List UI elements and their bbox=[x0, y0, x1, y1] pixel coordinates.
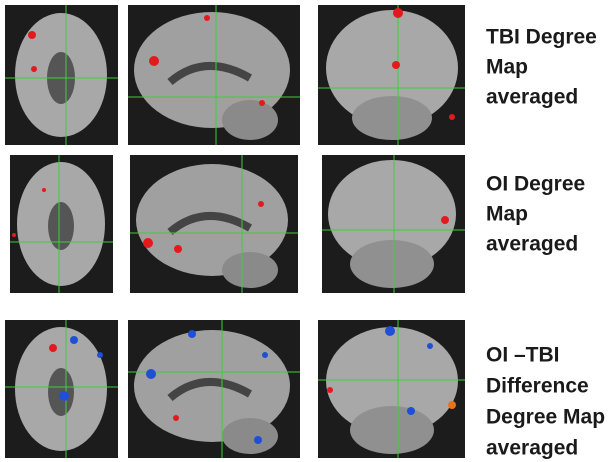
row-label: averaged bbox=[486, 86, 578, 109]
spot bbox=[42, 188, 46, 192]
sagittal-scan bbox=[130, 155, 298, 293]
spot bbox=[262, 352, 268, 358]
cerebellum bbox=[352, 96, 432, 140]
axial-scan bbox=[5, 320, 118, 458]
row-label: Map bbox=[486, 203, 528, 226]
axial-scan bbox=[10, 155, 113, 293]
spot bbox=[70, 336, 78, 344]
spot bbox=[174, 245, 182, 253]
row-label: TBI Degree bbox=[486, 26, 597, 49]
row-label: Map bbox=[486, 56, 528, 79]
axial-scan bbox=[5, 5, 118, 145]
row-label: Degree Map bbox=[486, 406, 605, 429]
spot bbox=[204, 15, 210, 21]
cerebellum bbox=[350, 406, 434, 454]
spot bbox=[327, 387, 333, 393]
sagittal-scan bbox=[128, 5, 300, 145]
spot bbox=[173, 415, 179, 421]
spot bbox=[49, 344, 57, 352]
row-label: averaged bbox=[486, 233, 578, 256]
figure: TBI Degree Map averaged OI Degree Map av… bbox=[0, 0, 616, 462]
spot bbox=[28, 31, 36, 39]
row-label: OI –TBI bbox=[486, 344, 560, 367]
row-label: OI Degree bbox=[486, 173, 585, 196]
spot bbox=[407, 407, 415, 415]
spot bbox=[188, 330, 196, 338]
cerebellum bbox=[222, 100, 278, 140]
cerebellum bbox=[350, 240, 434, 288]
spot bbox=[393, 8, 403, 18]
spot bbox=[149, 56, 159, 66]
spot bbox=[143, 238, 153, 248]
cerebellum bbox=[222, 252, 278, 288]
spot bbox=[146, 369, 156, 379]
spot bbox=[31, 66, 37, 72]
spot bbox=[254, 436, 262, 444]
spot bbox=[259, 100, 265, 106]
spot bbox=[385, 326, 395, 336]
spot bbox=[448, 401, 456, 409]
spot bbox=[258, 201, 264, 207]
spot bbox=[97, 352, 103, 358]
sagittal-scan bbox=[128, 320, 300, 458]
spot bbox=[392, 61, 400, 69]
coronal-scan bbox=[322, 155, 465, 293]
spot bbox=[449, 114, 455, 120]
coronal-scan bbox=[318, 5, 465, 145]
ventricle bbox=[48, 202, 74, 250]
cerebellum bbox=[222, 418, 278, 454]
row-label: averaged bbox=[486, 437, 578, 460]
row-label: Difference bbox=[486, 375, 589, 398]
coronal-scan bbox=[318, 320, 465, 458]
spot bbox=[427, 343, 433, 349]
spot bbox=[59, 391, 69, 401]
spot bbox=[12, 233, 16, 237]
spot bbox=[441, 216, 449, 224]
